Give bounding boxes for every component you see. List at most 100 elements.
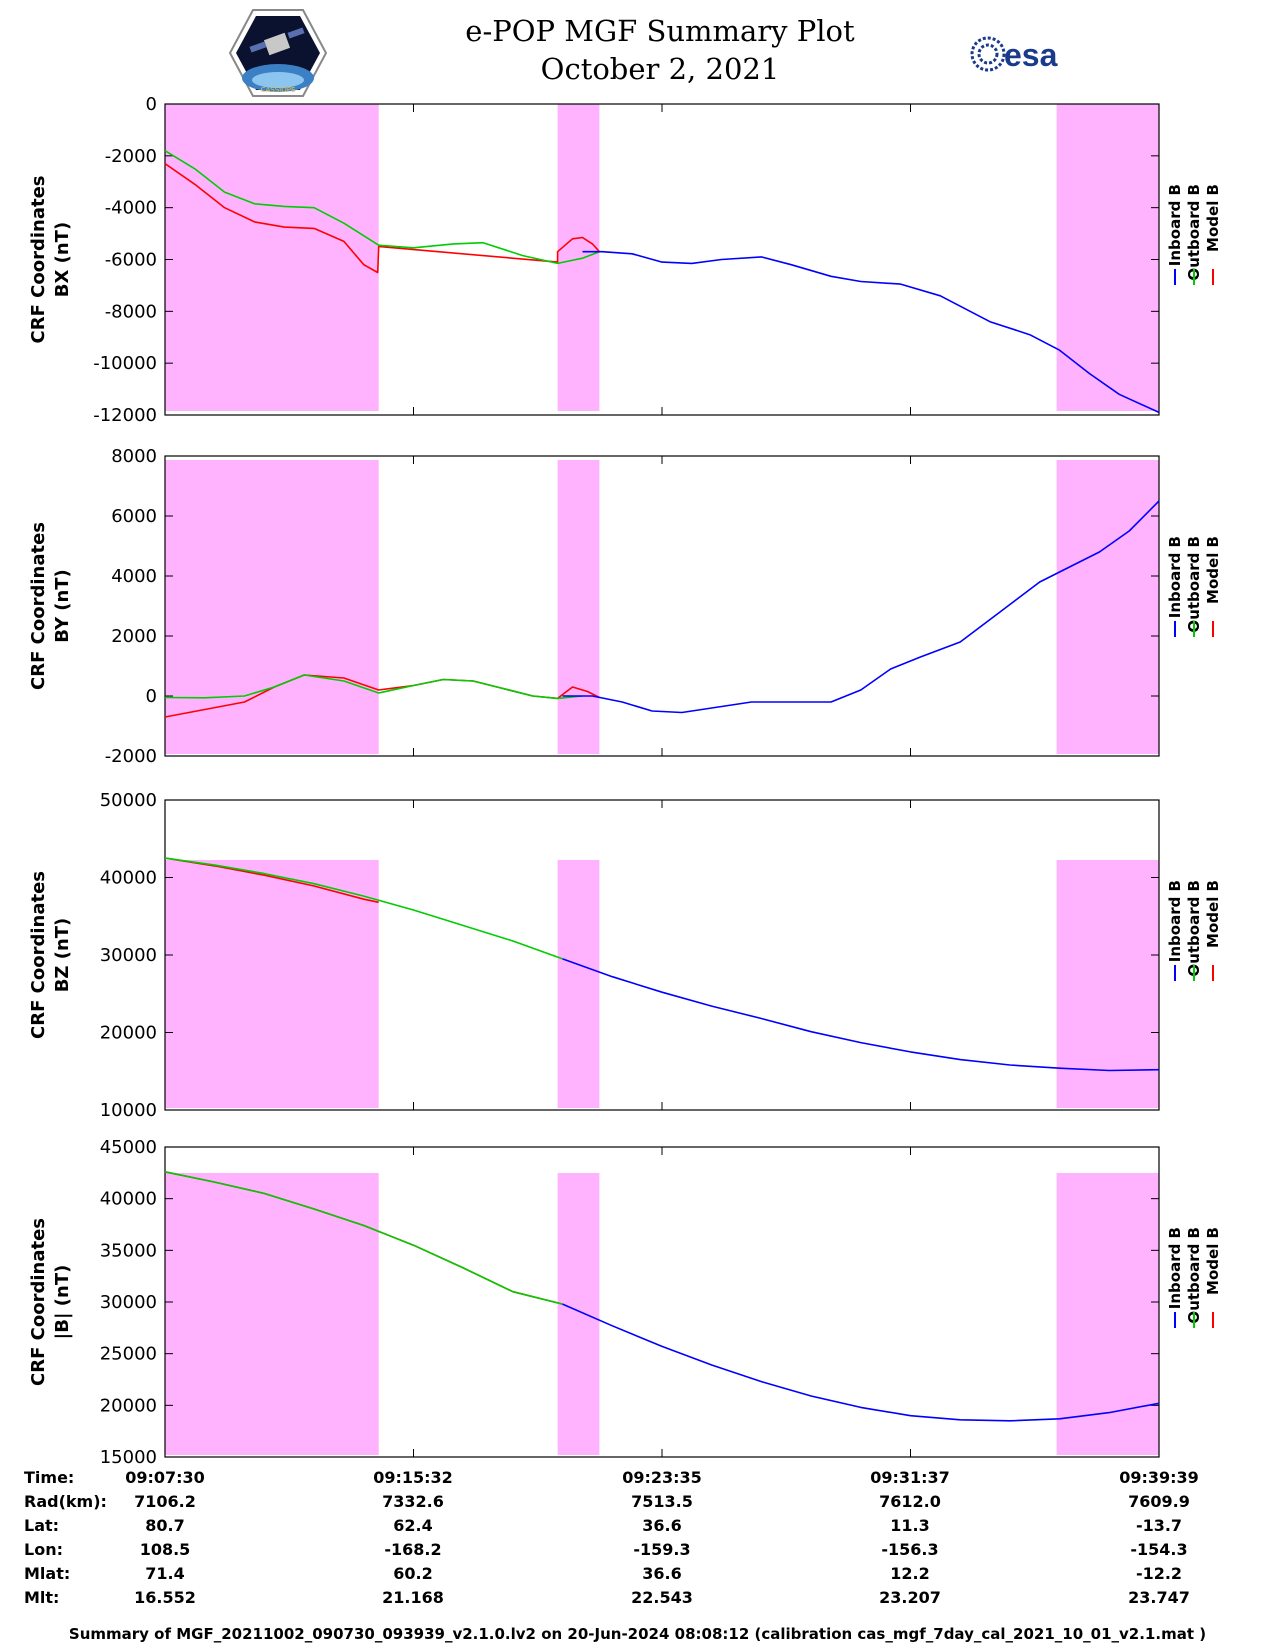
y-tick-label: 25000 — [100, 1344, 157, 1365]
footer-caption: Summary of MGF_20211002_090730_093939_v2… — [68, 1625, 1207, 1643]
table-cell: -168.2 — [384, 1540, 442, 1559]
shaded-region-2 — [557, 460, 600, 754]
series-line-outboard-b — [164, 150, 600, 265]
table-cell: 11.3 — [890, 1516, 930, 1535]
shaded-region-3 — [1056, 860, 1159, 1108]
y-tick-label: 0 — [146, 686, 157, 707]
y-axis-label: BZ (nT) — [52, 918, 73, 993]
series-line-inboard-b — [582, 250, 1160, 414]
y-tick-label: 35000 — [100, 1240, 157, 1261]
y-tick-label: -2000 — [105, 146, 157, 167]
y-tick-label: -4000 — [105, 198, 157, 219]
y-tick-label: -6000 — [105, 250, 157, 271]
y-tick-label: -2000 — [105, 746, 157, 767]
table-cell: 71.4 — [145, 1564, 185, 1583]
logo-left-text: CASSIOPE — [261, 86, 296, 94]
table-cell: 21.168 — [382, 1588, 444, 1607]
legend-label: Inboard B — [1166, 1227, 1184, 1309]
y-tick-label: 20000 — [100, 1023, 157, 1044]
y-axis-label: BY (nT) — [52, 569, 73, 643]
table-row-label: Mlat: — [24, 1564, 71, 1583]
y-tick-label: -8000 — [105, 301, 157, 322]
series-line-inboard-b — [562, 958, 1160, 1072]
y-axis-label: BX (nT) — [52, 222, 73, 297]
table-cell: -156.3 — [881, 1540, 939, 1559]
table-cell: 09:15:32 — [373, 1468, 453, 1487]
shaded-region-3 — [1056, 104, 1159, 411]
y-tick-label: 30000 — [100, 945, 157, 966]
y-tick-label: 8000 — [111, 446, 157, 467]
series-line-model-b — [164, 162, 600, 274]
table-cell: 108.5 — [139, 1540, 191, 1559]
table-cell: 16.552 — [134, 1588, 196, 1607]
y-tick-label: 45000 — [100, 1137, 157, 1158]
shaded-region-1 — [165, 104, 379, 411]
table-cell: 09:23:35 — [622, 1468, 702, 1487]
shaded-region-1 — [165, 1173, 379, 1455]
y-tick-label: 0 — [146, 94, 157, 115]
table-cell: 09:07:30 — [125, 1468, 205, 1487]
esa-logo: esa — [970, 32, 1090, 76]
y-tick-label: 40000 — [100, 1189, 157, 1210]
shaded-region-3 — [1056, 1173, 1159, 1455]
table-row-label: Rad(km): — [24, 1492, 107, 1511]
y-tick-label: 50000 — [100, 790, 157, 811]
legend-label: Outboard B — [1185, 184, 1203, 281]
table-cell: 7332.6 — [382, 1492, 444, 1511]
logo-right-text: esa — [1004, 37, 1058, 73]
series-line-inboard-b — [562, 1303, 1160, 1422]
shaded-region-2 — [557, 860, 600, 1108]
y-tick-label: 15000 — [100, 1447, 157, 1468]
legend-label: Outboard B — [1185, 880, 1203, 977]
table-cell: 09:39:39 — [1119, 1468, 1199, 1487]
cassiope-logo: CASSIOPE — [228, 8, 328, 98]
shaded-region-2 — [557, 104, 600, 411]
table-cell: 09:31:37 — [870, 1468, 950, 1487]
y-tick-label: 40000 — [100, 868, 157, 889]
shaded-region-1 — [165, 860, 379, 1108]
legend-label: Outboard B — [1185, 1227, 1203, 1324]
table-cell: 12.2 — [890, 1564, 930, 1583]
table-cell: 7106.2 — [134, 1492, 196, 1511]
y-tick-label: 20000 — [100, 1395, 157, 1416]
y-tick-label: 10000 — [100, 1100, 157, 1121]
legend-label: Model B — [1204, 184, 1222, 252]
plot-title: e-POP MGF Summary Plot — [465, 14, 855, 48]
shaded-region-2 — [557, 1173, 600, 1455]
legend-label: Model B — [1204, 880, 1222, 948]
y-tick-label: 4000 — [111, 566, 157, 587]
table-cell: -159.3 — [633, 1540, 691, 1559]
table-cell: 62.4 — [393, 1516, 433, 1535]
panel-1: 0 -2000 -4000 -6000 -8000 -10000 -12000 CRF Coo… — [28, 94, 1222, 426]
table-cell: -154.3 — [1130, 1540, 1188, 1559]
series-line-outboard-b — [164, 674, 583, 700]
table-cell: 22.543 — [631, 1588, 693, 1607]
table-row-label: Mlt: — [24, 1588, 60, 1607]
series-line-inboard-b — [562, 500, 1160, 714]
series-line-outboard-b — [164, 1171, 563, 1305]
table-row-label: Time: — [24, 1468, 75, 1487]
table-cell: 23.747 — [1128, 1588, 1190, 1607]
table-cell: 7609.9 — [1128, 1492, 1190, 1511]
series-line-outboard-b — [164, 857, 563, 960]
shaded-region-3 — [1056, 460, 1159, 754]
table-cell: 60.2 — [393, 1564, 433, 1583]
legend-label: Inboard B — [1166, 880, 1184, 962]
y-tick-label: 2000 — [111, 626, 157, 647]
table-row-label: Lat: — [24, 1516, 60, 1535]
y-axis-label: CRF Coordinates — [28, 871, 49, 1039]
table-cell: 7612.0 — [879, 1492, 941, 1511]
table-cell: 23.207 — [879, 1588, 941, 1607]
shaded-region-1 — [165, 460, 379, 754]
panel-3: 50000 40000 30000 20000 10000 CRF Coordinates… — [28, 790, 1222, 1121]
panel-2: 8000 6000 4000 2000 0 -2000 CRF Coordinates BY … — [28, 446, 1222, 767]
y-tick-label: -12000 — [93, 405, 157, 426]
table-cell: 80.7 — [145, 1516, 185, 1535]
plot-date: October 2, 2021 — [540, 52, 780, 86]
legend-label: Inboard B — [1166, 536, 1184, 618]
table-cell: -12.2 — [1135, 1564, 1183, 1583]
legend-label: Outboard B — [1185, 536, 1203, 633]
y-tick-label: 30000 — [100, 1292, 157, 1313]
y-tick-label: 6000 — [111, 506, 157, 527]
